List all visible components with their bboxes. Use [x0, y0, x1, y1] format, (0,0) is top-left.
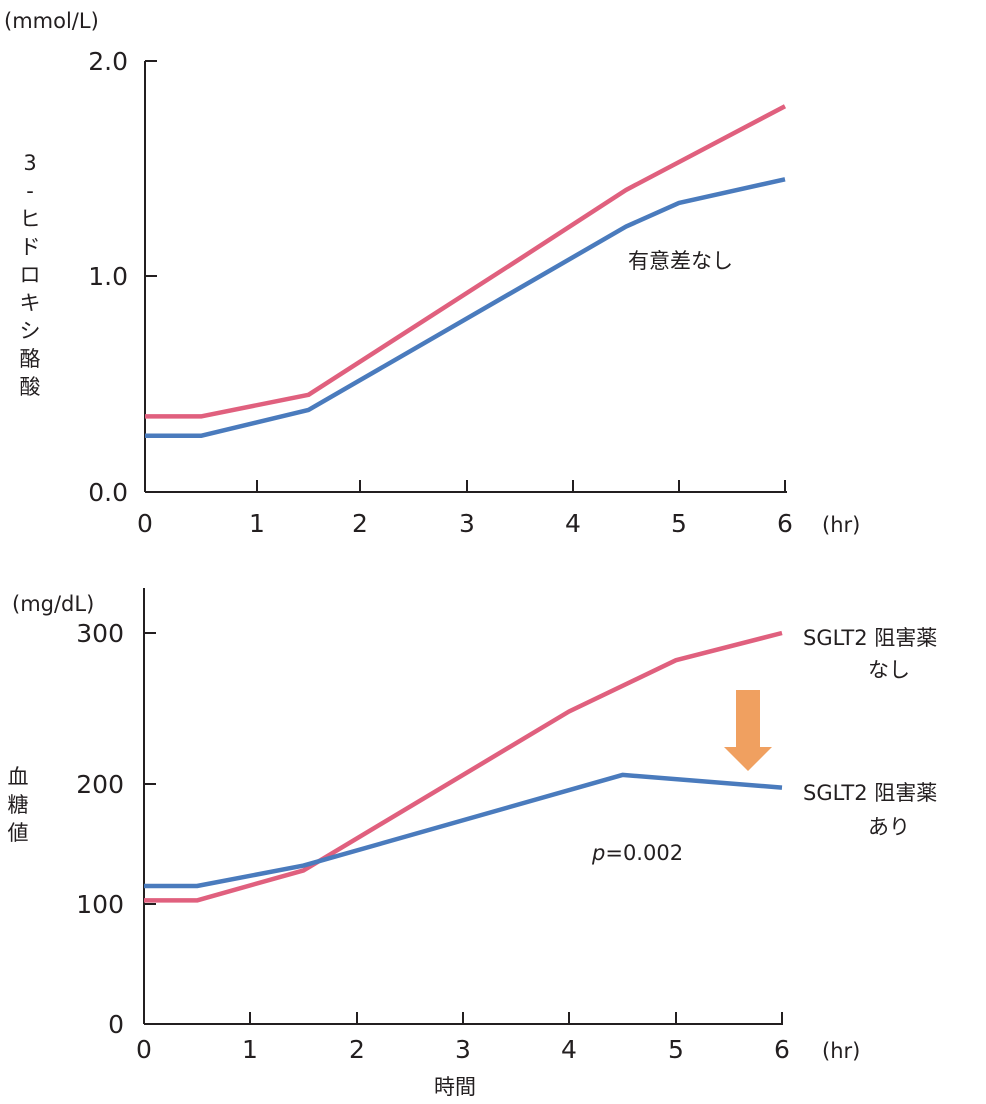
x-tick-label: 3 — [459, 509, 475, 538]
x-tick-label: 4 — [565, 509, 581, 538]
blood-glucose-chart: (mg/dL) 血糖値 0 100 200 300 0 1 2 3 4 5 6 (hr) 時間 S… — [8, 588, 937, 1099]
bottom-x-axis-title: 時間 — [434, 1075, 476, 1099]
x-tick-label: 4 — [561, 1035, 577, 1064]
y-axis-title-char: ド — [20, 235, 41, 259]
x-tick-label: 6 — [774, 1035, 790, 1064]
x-tick-label: 5 — [671, 509, 687, 538]
x-tick-label: 0 — [136, 1035, 152, 1064]
bottom-x-unit: (hr) — [822, 1039, 860, 1063]
bottom-y-axis-title: 血糖値 — [8, 765, 29, 845]
y-axis-title-char: 血 — [8, 765, 29, 789]
series-line-without-sglt2 — [144, 630, 783, 903]
y-tick-label: 200 — [76, 770, 124, 799]
y-axis-title-char: - — [26, 179, 34, 203]
y-axis-title-char: 糖 — [8, 793, 29, 817]
p-value: =0.002 — [605, 841, 683, 865]
y-tick-label: 100 — [76, 890, 124, 919]
y-tick-label: 300 — [76, 619, 124, 648]
label-without-sglt2-line1: SGLT2 阻害薬 — [803, 626, 937, 650]
y-axis-title-char: 酪 — [20, 347, 41, 371]
x-tick-label: 5 — [668, 1035, 684, 1064]
y-axis-title-char: 3 — [23, 151, 36, 175]
no-significant-difference-annotation: 有意差なし — [628, 249, 733, 273]
x-tick-label: 0 — [137, 509, 153, 538]
y-axis-title-char: ロ — [20, 263, 41, 287]
label-without-sglt2-line2: なし — [868, 658, 910, 682]
x-tick-label: 2 — [352, 509, 368, 538]
y-axis-title-char: ヒ — [20, 207, 41, 231]
y-tick-label: 1.0 — [88, 262, 128, 291]
y-tick-label: 2.0 — [88, 47, 128, 76]
y-axis-title-char: キ — [20, 291, 41, 315]
label-with-sglt2-line1: SGLT2 阻害薬 — [803, 781, 937, 805]
y-axis-title-char: 値 — [8, 821, 29, 845]
bottom-y-unit: (mg/dL) — [12, 592, 94, 616]
x-tick-label: 1 — [249, 509, 265, 538]
y-tick-label: 0 — [108, 1010, 124, 1039]
series-line-without-sglt2 — [145, 104, 787, 419]
x-tick-label: 2 — [349, 1035, 365, 1064]
series-line-with-sglt2 — [145, 177, 786, 439]
y-axis-title-char: 酸 — [20, 375, 41, 399]
label-with-sglt2-line2: あり — [868, 815, 910, 839]
y-axis-title-char: シ — [20, 319, 41, 343]
p-symbol: p — [591, 841, 605, 865]
x-tick-label: 1 — [242, 1035, 258, 1064]
y-tick-label: 0.0 — [88, 478, 128, 507]
x-tick-label: 3 — [455, 1035, 471, 1064]
series-line-with-sglt2 — [144, 772, 783, 889]
top-y-unit: (mmol/L) — [4, 9, 99, 33]
x-tick-label: 6 — [777, 509, 793, 538]
down-arrow-icon — [724, 690, 772, 771]
p-value-annotation: p=0.002 — [591, 841, 683, 865]
top-x-unit: (hr) — [822, 513, 860, 537]
